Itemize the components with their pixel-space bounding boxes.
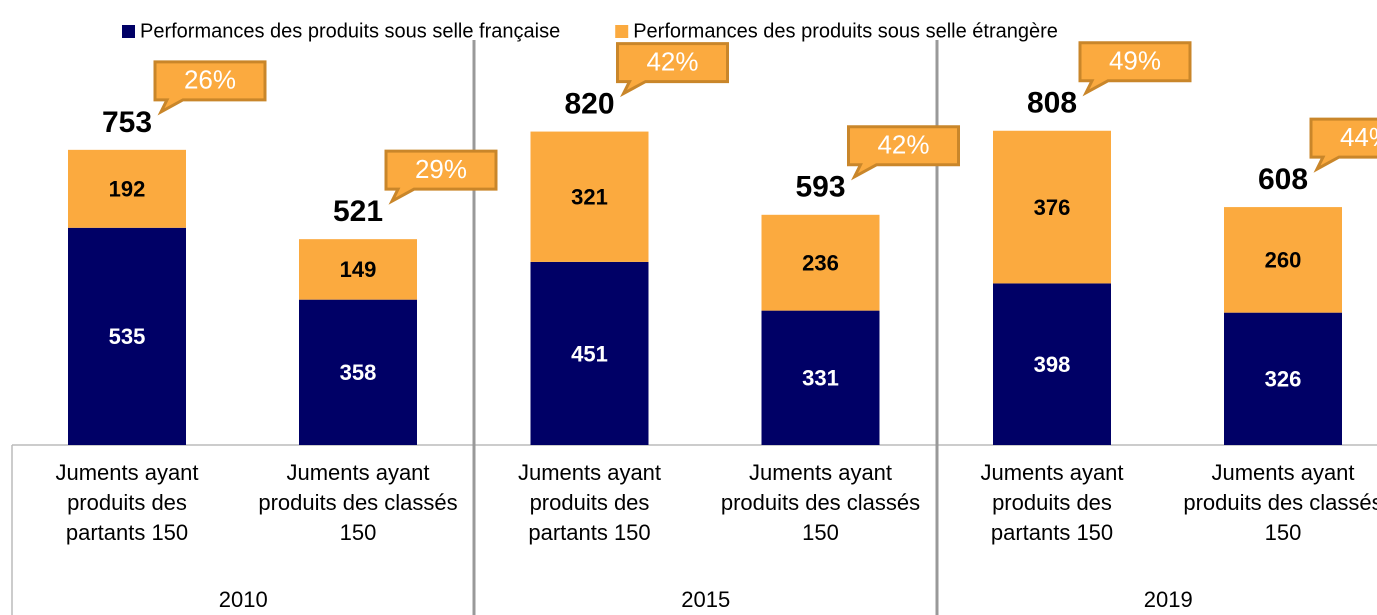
bar-segment [299, 239, 417, 300]
callout-shape [1309, 117, 1377, 173]
callout-shape [384, 149, 498, 205]
category-label: Juments ayant produits des partants 150 [980, 460, 1124, 545]
percentage-label: 42% [877, 130, 929, 160]
total-label: 753 [102, 106, 152, 139]
percentage-callout: 49% [1078, 41, 1192, 97]
bar-segment [993, 283, 1111, 445]
callout-shape [1078, 41, 1192, 97]
segment-label: 321 [571, 185, 608, 210]
total-label: 608 [1258, 163, 1308, 196]
total-label: 521 [333, 195, 383, 228]
segment-label: 149 [340, 257, 377, 282]
legend-swatch [615, 25, 629, 38]
percentage-callout: 29% [384, 149, 498, 205]
category-label: Juments ayant produits des classés 150 [1183, 460, 1377, 545]
segment-label: 331 [802, 366, 839, 391]
legend-swatch [122, 25, 135, 38]
segment-label: 376 [1034, 195, 1071, 220]
percentage-callout: 42% [847, 125, 960, 181]
callout-shape [616, 42, 729, 98]
segment-label: 236 [802, 251, 839, 276]
legend-label: Performances des produits sous selle étr… [633, 20, 1058, 42]
callout-shape [847, 125, 960, 181]
percentage-label: 44% [1340, 122, 1377, 152]
bar-segment [68, 149, 186, 228]
segment-label: 535 [109, 324, 146, 349]
bar-segment [68, 227, 186, 445]
category-label: Juments ayant produits des classés 150 [720, 460, 921, 545]
category-label: Juments ayant produits des partants 150 [517, 460, 662, 545]
bar-segment [530, 131, 649, 262]
segment-label: 358 [340, 360, 377, 385]
percentage-label: 42% [646, 46, 698, 76]
bar-segment [761, 310, 880, 445]
category-label: Juments ayant produits des classés 150 [258, 460, 458, 545]
category-label: Juments ayant produits des partants 150 [55, 460, 199, 545]
legend-label: Performances des produits sous selle fra… [140, 20, 560, 42]
group-label: 2019 [1144, 587, 1193, 612]
bar-segment [530, 261, 649, 445]
bar-segment [1224, 207, 1342, 313]
total-label: 820 [564, 87, 614, 120]
percentage-callout: 26% [153, 60, 267, 116]
callout-shape [153, 60, 267, 116]
bar-segment [1224, 312, 1342, 445]
percentage-callout: 42% [616, 42, 729, 98]
segment-label: 326 [1265, 367, 1302, 392]
percentage-callout: 44% [1309, 117, 1377, 173]
group-label: 2010 [219, 587, 268, 612]
segment-label: 260 [1265, 248, 1302, 273]
bar-segment [761, 214, 880, 311]
total-label: 593 [795, 171, 845, 204]
segment-label: 398 [1034, 352, 1071, 377]
bar-segment [299, 299, 417, 445]
bar-segment [993, 130, 1111, 284]
percentage-label: 26% [184, 65, 236, 95]
segment-label: 451 [571, 341, 608, 366]
percentage-label: 29% [415, 154, 467, 184]
total-label: 808 [1027, 87, 1077, 120]
percentage-label: 49% [1109, 46, 1161, 76]
group-label: 2015 [681, 587, 730, 612]
segment-label: 192 [109, 177, 146, 202]
